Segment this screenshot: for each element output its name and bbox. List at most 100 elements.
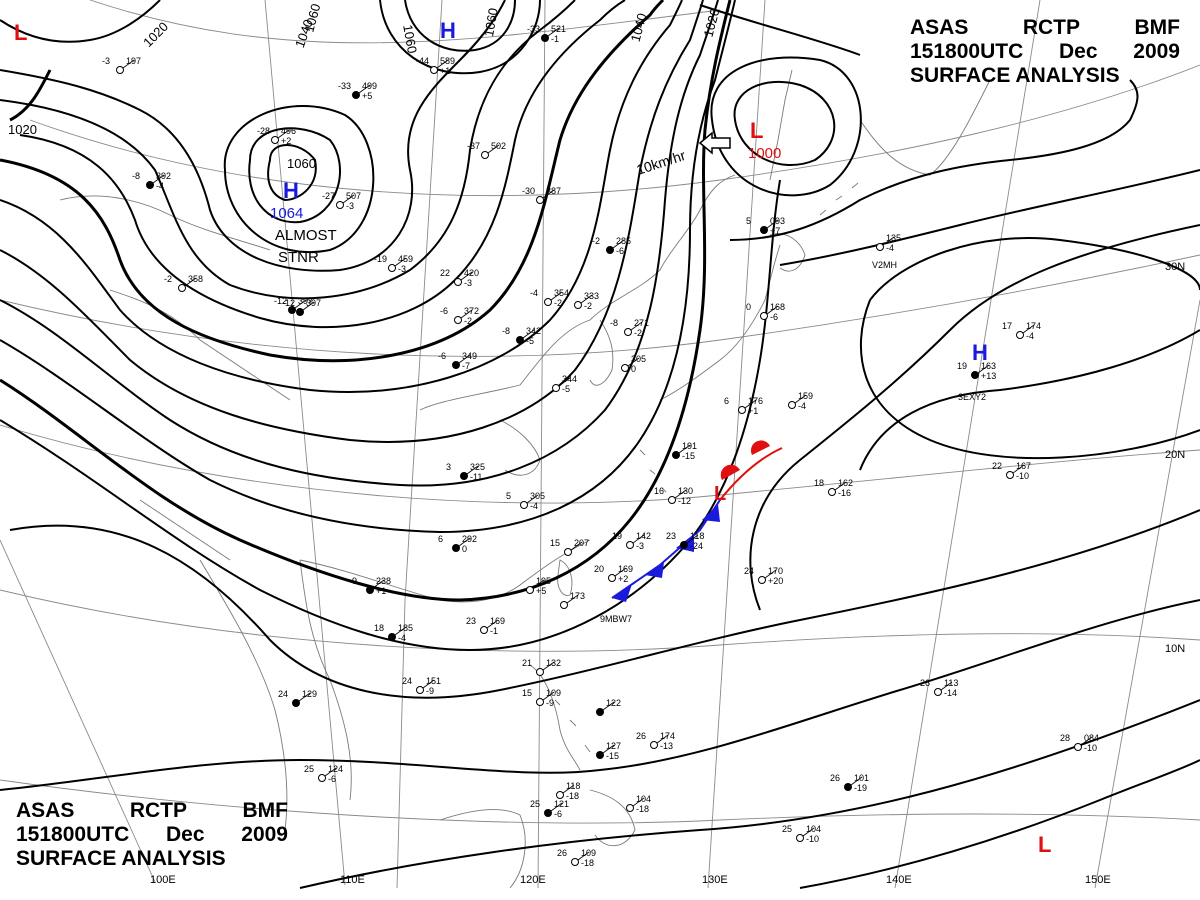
station-tendency: +5 [536, 586, 546, 596]
station-pressure: 292 [462, 534, 477, 544]
station-pressure: 118 [566, 781, 580, 791]
station-plot: 127-15 [596, 741, 621, 761]
station-plot: 23 169-1 [466, 616, 505, 636]
station-pressure: 372 [464, 306, 479, 316]
coast-korea [589, 319, 614, 386]
wind-barb-icon [602, 701, 615, 711]
meridian-125e [537, 0, 546, 889]
wind-barb-icon [460, 309, 473, 319]
station-circle-icon [828, 488, 836, 496]
station-plot: 25 121-6 [530, 799, 569, 819]
station-temperature: -6 [438, 351, 446, 361]
warm-front-bump-2 [750, 440, 770, 455]
station-circle-icon [288, 306, 296, 314]
station-pressure: 104 [636, 794, 651, 804]
isobar-1004-low [710, 56, 862, 197]
station-pressure: 333 [584, 291, 599, 301]
isobar-1020-main[interactable] [0, 0, 732, 602]
station-circle-icon [552, 384, 560, 392]
station-plot: -8 271-2 [610, 318, 649, 338]
coast-indochina [199, 559, 288, 831]
isobar-label-1020-nw: 1020 [8, 122, 37, 137]
station-circle-icon [480, 626, 488, 634]
wind-barb-icon [422, 679, 435, 689]
wind-barb-icon [526, 494, 539, 504]
station-pressure: 342 [526, 326, 541, 336]
station-plot: 191-15 [672, 441, 697, 461]
station-circle-icon [526, 586, 534, 594]
lat-label-30n: 30N [1165, 261, 1185, 273]
station-pressure: 387 [546, 186, 561, 196]
station-tendency: -6 [616, 246, 624, 256]
wind-barb-icon [577, 851, 590, 861]
station-circle-icon [416, 686, 424, 694]
station-pressure: 397 [306, 298, 321, 308]
station-plot: 24 129 [278, 689, 317, 707]
isobar-1020-pacific [749, 224, 1200, 611]
wind-barb-icon [394, 626, 407, 636]
station-temperature: 24 [278, 689, 288, 699]
station-tendency: -6 [770, 312, 778, 322]
station-plot: -30 387 [522, 186, 561, 204]
station-temperature: -4 [530, 288, 538, 298]
station-circle-icon [760, 226, 768, 234]
ship-id: 9MBW7 [600, 614, 632, 624]
station-plot: 6 176+1 [724, 396, 763, 416]
meridian-100e [0, 539, 156, 883]
station-tendency: -4 [156, 181, 164, 191]
station-tendency: -9 [546, 698, 554, 708]
wind-barb-icon [562, 784, 575, 794]
station-pressure: 113 [944, 678, 958, 688]
meridian-110e [264, 0, 346, 886]
station-temperature: 20 [594, 564, 604, 574]
station-circle-icon [680, 541, 688, 549]
wind-barb-icon [277, 129, 290, 139]
wind-barb-icon [678, 444, 691, 454]
station-plot: 5 305-4 [506, 491, 545, 511]
station-plot: 173 [560, 591, 585, 609]
wind-barb-icon [1080, 736, 1093, 746]
station-pressure: 197 [126, 56, 141, 66]
station-plot: 21 132 [522, 658, 561, 676]
isobar-1064-high-core [267, 144, 317, 201]
station-circle-icon [596, 751, 604, 759]
station-plot: 28 084-10 [1060, 733, 1099, 753]
coast-luzon [529, 664, 581, 771]
meridian-130e [707, 0, 766, 889]
station-tendency: -4 [398, 633, 406, 643]
station-pressure: 127 [606, 741, 621, 751]
station-plot: 118-18 [556, 781, 580, 801]
lon-label-130e: 130E [702, 874, 728, 886]
station-pressure: 174 [660, 731, 675, 741]
station-pressure: 129 [302, 689, 317, 699]
coast-taiwan [557, 559, 573, 596]
station-temperature: -37 [467, 141, 480, 151]
station-temperature: 28 [1060, 733, 1070, 743]
motion-vector: 10km/hr [634, 131, 731, 178]
isobar-1040[interactable] [0, 0, 665, 363]
isobar-label-1000: 1000 [748, 145, 781, 162]
station-pressure: 170 [768, 566, 783, 576]
station-circle-icon [560, 601, 568, 609]
station-tendency: -2 [584, 301, 592, 311]
station-tendency: -14 [944, 688, 957, 698]
station-circle-icon [336, 201, 344, 209]
title-product: SURFACE ANALYSIS [16, 847, 226, 870]
station-temperature: -8 [610, 318, 618, 328]
station-tendency: 0 [631, 364, 636, 374]
wind-barb-icon [940, 681, 953, 691]
isobar-label-1060-top-a: 1060 [400, 23, 420, 54]
station-tendency: -18 [581, 858, 594, 868]
lon-label-120e: 120E [520, 874, 546, 886]
title-time: 151800UTC [910, 40, 1024, 63]
station-circle-icon [292, 699, 300, 707]
station-circle-icon [758, 576, 766, 584]
station-plot: 24 170+20 [744, 566, 783, 586]
isobar-1016 [0, 179, 781, 651]
station-tendency: -18 [566, 791, 579, 801]
isobar-1036 [0, 0, 683, 393]
station-plot: -33 499+5 [338, 81, 377, 101]
